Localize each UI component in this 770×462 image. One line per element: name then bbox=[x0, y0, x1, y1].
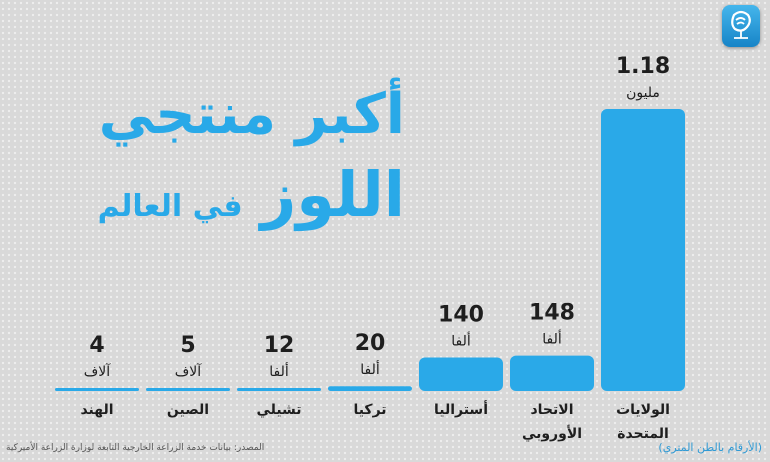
unit-label-3: ألفا bbox=[360, 360, 380, 378]
value-label-1: 148 bbox=[529, 301, 575, 326]
chart-title-line1: أكبر منتجي bbox=[98, 82, 405, 147]
unit-label-1: ألفا bbox=[542, 330, 562, 348]
value-label-0: 1.18 bbox=[616, 54, 670, 79]
value-label-3: 20 bbox=[355, 331, 386, 356]
category-label-3-0: تركيا bbox=[353, 402, 386, 418]
units-note: (الأرقام بالطن المتري) bbox=[658, 441, 762, 454]
chart-title-line2: اللوز في العالم bbox=[98, 158, 405, 231]
bar-1 bbox=[510, 355, 594, 391]
category-label-1-1: الأوروبي bbox=[522, 425, 582, 442]
bar-5 bbox=[146, 388, 230, 391]
unit-label-6: آلاف bbox=[84, 363, 111, 380]
value-label-5: 5 bbox=[180, 333, 195, 358]
aljazeera-logo-icon bbox=[722, 5, 760, 47]
value-label-2: 140 bbox=[438, 303, 484, 328]
category-label-1-0: الاتحاد bbox=[530, 402, 573, 418]
bar-3 bbox=[328, 386, 412, 391]
category-label-2-0: أستراليا bbox=[434, 400, 488, 418]
category-label-5-0: الصين bbox=[167, 402, 209, 418]
category-label-4-0: تشيلي bbox=[256, 402, 301, 418]
value-label-4: 12 bbox=[264, 333, 295, 358]
bar-2 bbox=[419, 357, 503, 391]
unit-label-0: مليون bbox=[626, 85, 660, 101]
category-label-0-0: الولايات bbox=[616, 402, 670, 418]
bar-0 bbox=[601, 109, 685, 391]
unit-label-4: ألفا bbox=[269, 362, 289, 380]
category-label-6-0: الهند bbox=[80, 402, 113, 418]
unit-label-2: ألفا bbox=[451, 332, 471, 350]
bar-4 bbox=[237, 388, 321, 391]
category-label-0-1: المتحدة bbox=[617, 426, 669, 442]
chart-title-main: اللوز bbox=[260, 158, 405, 231]
source-note: المصدر: بيانات خدمة الزراعة الخارجية الت… bbox=[6, 443, 265, 453]
bar-6 bbox=[55, 388, 139, 391]
value-label-6: 4 bbox=[89, 333, 104, 358]
chart-title-sub: في العالم bbox=[97, 189, 243, 224]
unit-label-5: آلاف bbox=[175, 363, 202, 380]
